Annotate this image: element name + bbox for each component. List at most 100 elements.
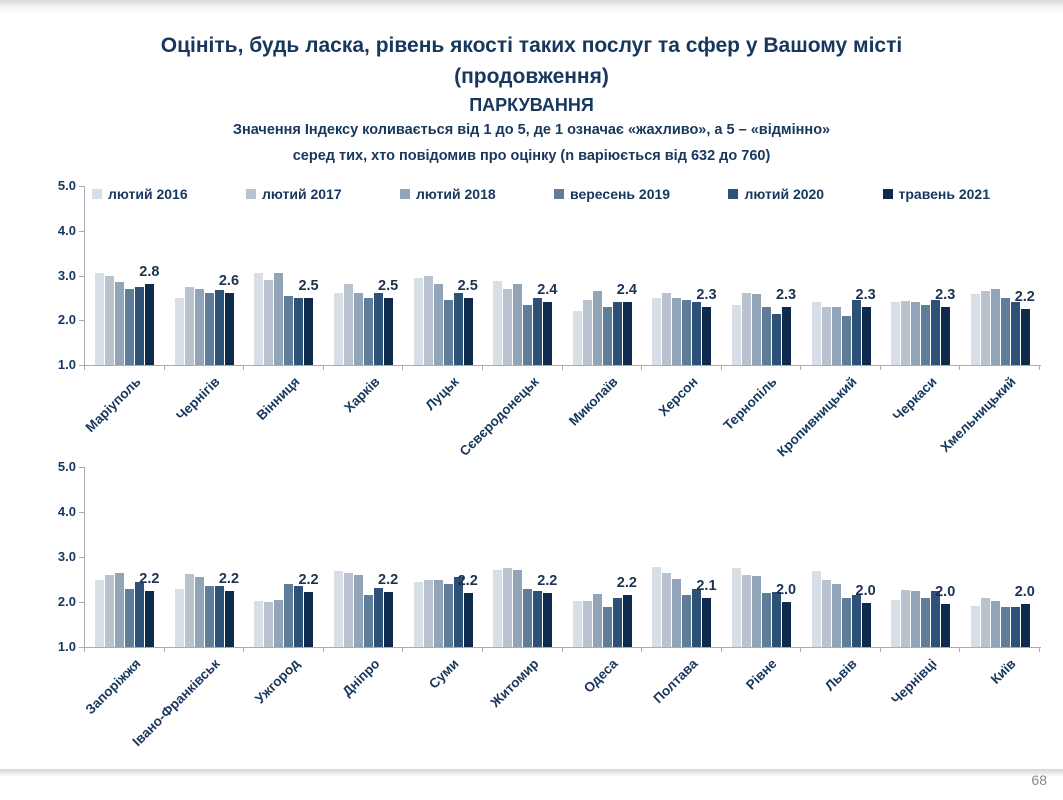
bar: 2.1: [696, 578, 717, 647]
y-axis-tick-label: 2.0: [57, 594, 76, 609]
x-axis-tick: [243, 365, 245, 370]
x-axis-tick: [1039, 365, 1040, 370]
x-axis-label: Рівне: [743, 656, 781, 693]
bar: [741, 292, 751, 365]
data-label: 2.6: [218, 273, 240, 290]
bar: [980, 598, 990, 647]
bar: [811, 571, 821, 647]
x-axis-label: Львів: [822, 656, 860, 694]
x-axis-tick: [720, 365, 722, 370]
bar: [901, 301, 911, 365]
y-axis-tick-label: 3.0: [57, 267, 76, 283]
bar: [214, 289, 224, 365]
data-label: 2.2: [1014, 289, 1035, 306]
bar: [95, 579, 105, 647]
bar: [911, 590, 921, 647]
bar: [612, 302, 622, 365]
bar: [751, 294, 761, 365]
bar: 2.0: [776, 582, 796, 647]
bar: 2.0: [1015, 584, 1035, 647]
x-axis-tick: [322, 647, 324, 652]
bar-group: 2.4: [483, 186, 563, 365]
bar-group: 2.2: [563, 467, 643, 647]
x-axis-label: Маріуполь: [82, 374, 144, 436]
data-label: 2.2: [616, 575, 637, 592]
x-axis-tick: [959, 647, 961, 652]
chart-subtitle: Значення Індексу коливається від 1 до 5,…: [0, 117, 1063, 169]
bar: [692, 302, 702, 365]
bar-group: 2.3: [642, 186, 722, 365]
bar: 2.5: [298, 278, 319, 365]
legend-swatch-icon: [728, 189, 739, 199]
bar: [184, 286, 194, 365]
x-axis-label: Полтава: [650, 656, 701, 707]
x-axis-label: Харків: [340, 374, 383, 416]
bar: [652, 297, 662, 365]
bar: [95, 273, 105, 365]
data-label: 2.2: [139, 570, 160, 587]
bar: [731, 568, 741, 647]
bar: [901, 589, 911, 647]
y-axis-tick: [79, 647, 84, 648]
bar: [254, 601, 264, 647]
bar: 2.3: [856, 287, 876, 365]
x-axis-tick: [879, 647, 881, 652]
bar-group: 2.1: [642, 467, 722, 647]
x-axis-label: Хмельницький: [937, 374, 1019, 456]
bar: 2.3: [696, 287, 717, 365]
bar: [990, 600, 1000, 647]
bar: [682, 300, 692, 365]
x-axis-tick: [402, 647, 404, 652]
bar: [612, 598, 622, 647]
data-label: 2.0: [935, 584, 956, 601]
bar: [105, 275, 115, 365]
data-label: 2.3: [775, 286, 797, 303]
x-axis-label: Суми: [426, 656, 462, 692]
y-axis-tick: [79, 365, 84, 366]
data-label: 2.2: [378, 572, 399, 589]
bar: [831, 584, 841, 647]
bar: [374, 293, 384, 365]
data-label: 2.2: [218, 570, 240, 587]
y-axis-tick-label: 2.0: [57, 312, 76, 328]
y-axis-tick: [79, 186, 84, 187]
bar: [672, 578, 682, 647]
bar: [274, 599, 284, 647]
bar: 2.3: [935, 287, 955, 365]
x-axis-tick: [481, 647, 483, 652]
bar: [284, 584, 294, 647]
bar-group: 2.6: [165, 186, 245, 365]
bar: [513, 569, 523, 647]
y-axis-tick: [79, 320, 84, 322]
legend-item: травень 2021: [882, 186, 990, 202]
bar-group: 2.2: [324, 467, 404, 647]
x-axis-label: Черкаси: [889, 374, 940, 424]
bar: [1010, 302, 1020, 365]
bar: [503, 568, 513, 647]
x-axis-label: Запоріжжя: [82, 656, 144, 718]
bar-group: 2.3: [881, 186, 961, 365]
x-axis-tick: [561, 365, 563, 370]
bar: [931, 300, 941, 365]
bar: [851, 595, 861, 647]
bar: [453, 293, 463, 365]
bar: [602, 606, 612, 647]
legend-label: лютий 2020: [744, 186, 825, 202]
bar: 2.5: [458, 278, 478, 365]
x-axis-label: Одеса: [581, 656, 621, 696]
y-axis-tick: [79, 230, 84, 232]
bar: [821, 579, 831, 647]
bar: [135, 581, 145, 647]
data-label: 2.5: [457, 277, 478, 294]
bar: [115, 282, 125, 365]
legend-label: лютий 2016: [108, 186, 188, 202]
bar: [761, 593, 771, 647]
bar: 2.2: [378, 572, 398, 647]
bar: [364, 595, 374, 647]
bar-group: 2.0: [960, 467, 1040, 647]
bar-group: 2.2: [483, 467, 563, 647]
data-label: 2.0: [855, 583, 876, 600]
bar: [105, 575, 115, 647]
y-axis-tick-label: 5.0: [57, 178, 76, 193]
bar: [413, 581, 423, 647]
